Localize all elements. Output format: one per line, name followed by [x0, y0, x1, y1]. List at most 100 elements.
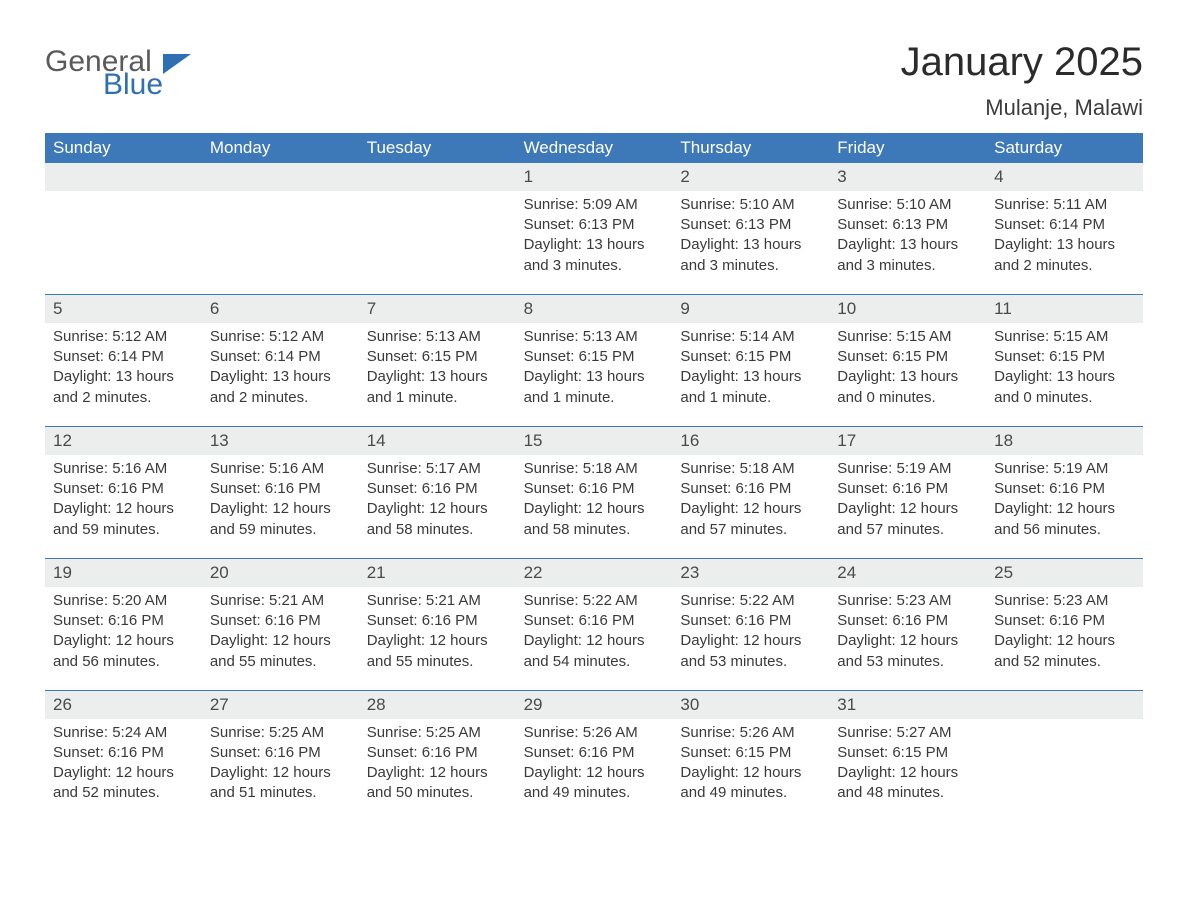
day-number: [45, 163, 202, 191]
weekday-header-cell: Tuesday: [359, 133, 516, 163]
day-number: 28: [359, 690, 516, 719]
day-number: 6: [202, 294, 359, 323]
logo-word-blue: Blue: [45, 71, 163, 98]
sunrise-line: Sunrise: 5:25 AM: [367, 723, 508, 743]
day-number: 22: [516, 558, 673, 587]
daylight-line: Daylight: 13 hours and 3 minutes.: [524, 235, 665, 276]
day-cell: 31Sunrise: 5:27 AMSunset: 6:15 PMDayligh…: [829, 690, 986, 822]
day-cell: 27Sunrise: 5:25 AMSunset: 6:16 PMDayligh…: [202, 690, 359, 822]
daylight-line: Daylight: 12 hours and 53 minutes.: [837, 631, 978, 672]
day-number: 14: [359, 426, 516, 455]
sunrise-line: Sunrise: 5:26 AM: [680, 723, 821, 743]
sunrise-line: Sunrise: 5:22 AM: [524, 591, 665, 611]
day-cell: 15Sunrise: 5:18 AMSunset: 6:16 PMDayligh…: [516, 426, 673, 558]
sunset-line: Sunset: 6:15 PM: [680, 743, 821, 763]
week-row: 5Sunrise: 5:12 AMSunset: 6:14 PMDaylight…: [45, 294, 1143, 426]
weeks-container: 1Sunrise: 5:09 AMSunset: 6:13 PMDaylight…: [45, 163, 1143, 822]
day-cell: 28 Sunrise: 5:25 AMSunset: 6:16 PMDayligh…: [359, 690, 516, 822]
sunset-line: Sunset: 6:16 PM: [210, 479, 351, 499]
daylight-line: Daylight: 13 hours and 1 minute.: [680, 367, 821, 408]
sunrise-line: Sunrise: 5:16 AM: [53, 459, 194, 479]
daylight-line: Daylight: 12 hours and 56 minutes.: [994, 499, 1135, 540]
day-cell: 6Sunrise: 5:12 AMSunset: 6:14 PMDaylight…: [202, 294, 359, 426]
day-number: 25: [986, 558, 1143, 587]
day-cell: 5Sunrise: 5:12 AMSunset: 6:14 PMDaylight…: [45, 294, 202, 426]
sunset-line: Sunset: 6:15 PM: [680, 347, 821, 367]
sunset-line: Sunset: 6:15 PM: [994, 347, 1135, 367]
daylight-line: Daylight: 12 hours and 55 minutes.: [367, 631, 508, 672]
sunset-line: Sunset: 6:16 PM: [53, 611, 194, 631]
day-number: 8: [516, 294, 673, 323]
day-number: 24: [829, 558, 986, 587]
sunrise-line: Sunrise: 5:13 AM: [367, 327, 508, 347]
day-number: 4: [986, 163, 1143, 191]
weekday-header-cell: Monday: [202, 133, 359, 163]
day-number: 3: [829, 163, 986, 191]
sunset-line: Sunset: 6:16 PM: [524, 479, 665, 499]
sunset-line: Sunset: 6:15 PM: [524, 347, 665, 367]
day-cell: 10Sunrise: 5:15 AMSunset: 6:15 PMDayligh…: [829, 294, 986, 426]
sunset-line: Sunset: 6:16 PM: [837, 479, 978, 499]
day-cell: 8Sunrise: 5:13 AMSunset: 6:15 PMDaylight…: [516, 294, 673, 426]
sunset-line: Sunset: 6:14 PM: [210, 347, 351, 367]
day-number: 13: [202, 426, 359, 455]
sunset-line: Sunset: 6:16 PM: [367, 743, 508, 763]
daylight-line: Daylight: 12 hours and 50 minutes.: [367, 763, 508, 804]
day-cell: 21Sunrise: 5:21 AMSunset: 6:16 PMDayligh…: [359, 558, 516, 690]
day-number: 9: [672, 294, 829, 323]
month-title: January 2025: [901, 40, 1143, 85]
day-number: 12: [45, 426, 202, 455]
sunrise-line: Sunrise: 5:13 AM: [524, 327, 665, 347]
sunrise-line: Sunrise: 5:27 AM: [837, 723, 978, 743]
daylight-line: Daylight: 13 hours and 1 minute.: [367, 367, 508, 408]
sunset-line: Sunset: 6:16 PM: [53, 479, 194, 499]
sunrise-line: Sunrise: 5:09 AM: [524, 195, 665, 215]
day-cell: 30Sunrise: 5:26 AMSunset: 6:15 PMDayligh…: [672, 690, 829, 822]
day-cell: 9Sunrise: 5:14 AMSunset: 6:15 PMDaylight…: [672, 294, 829, 426]
title-block: January 2025 Mulanje, Malawi: [901, 40, 1143, 121]
day-cell: [45, 163, 202, 294]
daylight-line: Daylight: 13 hours and 2 minutes.: [53, 367, 194, 408]
sunrise-line: Sunrise: 5:10 AM: [837, 195, 978, 215]
sunrise-line: Sunrise: 5:16 AM: [210, 459, 351, 479]
sunrise-line: Sunrise: 5:17 AM: [367, 459, 508, 479]
day-number: 19: [45, 558, 202, 587]
day-cell: 22Sunrise: 5:22 AMSunset: 6:16 PMDayligh…: [516, 558, 673, 690]
sunrise-line: Sunrise: 5:15 AM: [837, 327, 978, 347]
day-number: 16: [672, 426, 829, 455]
weekday-header-cell: Thursday: [672, 133, 829, 163]
sunrise-line: Sunrise: 5:19 AM: [837, 459, 978, 479]
weekday-header-cell: Friday: [829, 133, 986, 163]
day-cell: 2Sunrise: 5:10 AMSunset: 6:13 PMDaylight…: [672, 163, 829, 294]
sunrise-line: Sunrise: 5:19 AM: [994, 459, 1135, 479]
daylight-line: Daylight: 13 hours and 2 minutes.: [210, 367, 351, 408]
day-cell: 20Sunrise: 5:21 AMSunset: 6:16 PMDayligh…: [202, 558, 359, 690]
sunset-line: Sunset: 6:16 PM: [680, 479, 821, 499]
sunrise-line: Sunrise: 5:12 AM: [53, 327, 194, 347]
sunrise-line: Sunrise: 5:24 AM: [53, 723, 194, 743]
day-cell: 17Sunrise: 5:19 AMSunset: 6:16 PMDayligh…: [829, 426, 986, 558]
weekday-header-cell: Sunday: [45, 133, 202, 163]
sunrise-line: Sunrise: 5:23 AM: [994, 591, 1135, 611]
daylight-line: Daylight: 13 hours and 3 minutes.: [680, 235, 821, 276]
daylight-line: Daylight: 12 hours and 55 minutes.: [210, 631, 351, 672]
sunrise-line: Sunrise: 5:10 AM: [680, 195, 821, 215]
day-cell: 3 Sunrise: 5:10 AMSunset: 6:13 PMDaylight…: [829, 163, 986, 294]
week-row: 1Sunrise: 5:09 AMSunset: 6:13 PMDaylight…: [45, 163, 1143, 294]
day-number: 10: [829, 294, 986, 323]
week-row: 12Sunrise: 5:16 AMSunset: 6:16 PMDayligh…: [45, 426, 1143, 558]
day-cell: [986, 690, 1143, 822]
weekday-header-cell: Wednesday: [516, 133, 673, 163]
daylight-line: Daylight: 13 hours and 2 minutes.: [994, 235, 1135, 276]
daylight-line: Daylight: 13 hours and 3 minutes.: [837, 235, 978, 276]
sunset-line: Sunset: 6:13 PM: [837, 215, 978, 235]
sunrise-line: Sunrise: 5:22 AM: [680, 591, 821, 611]
daylight-line: Daylight: 13 hours and 0 minutes.: [994, 367, 1135, 408]
daylight-line: Daylight: 12 hours and 49 minutes.: [680, 763, 821, 804]
sunrise-line: Sunrise: 5:18 AM: [524, 459, 665, 479]
sunrise-line: Sunrise: 5:25 AM: [210, 723, 351, 743]
day-number: 2: [672, 163, 829, 191]
daylight-line: Daylight: 12 hours and 53 minutes.: [680, 631, 821, 672]
sunrise-line: Sunrise: 5:26 AM: [524, 723, 665, 743]
daylight-line: Daylight: 12 hours and 48 minutes.: [837, 763, 978, 804]
